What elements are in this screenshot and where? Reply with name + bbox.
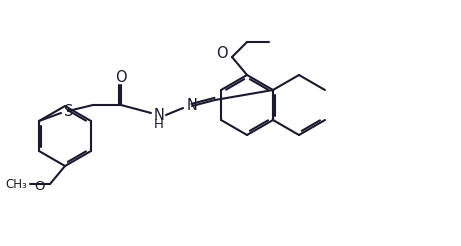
Text: N: N bbox=[154, 108, 165, 123]
Text: S: S bbox=[64, 104, 73, 119]
Text: O: O bbox=[115, 70, 127, 84]
Text: O: O bbox=[216, 46, 228, 61]
Text: O: O bbox=[35, 181, 45, 194]
Text: N: N bbox=[187, 98, 198, 113]
Text: CH₃: CH₃ bbox=[5, 178, 27, 190]
Text: H: H bbox=[154, 119, 164, 132]
